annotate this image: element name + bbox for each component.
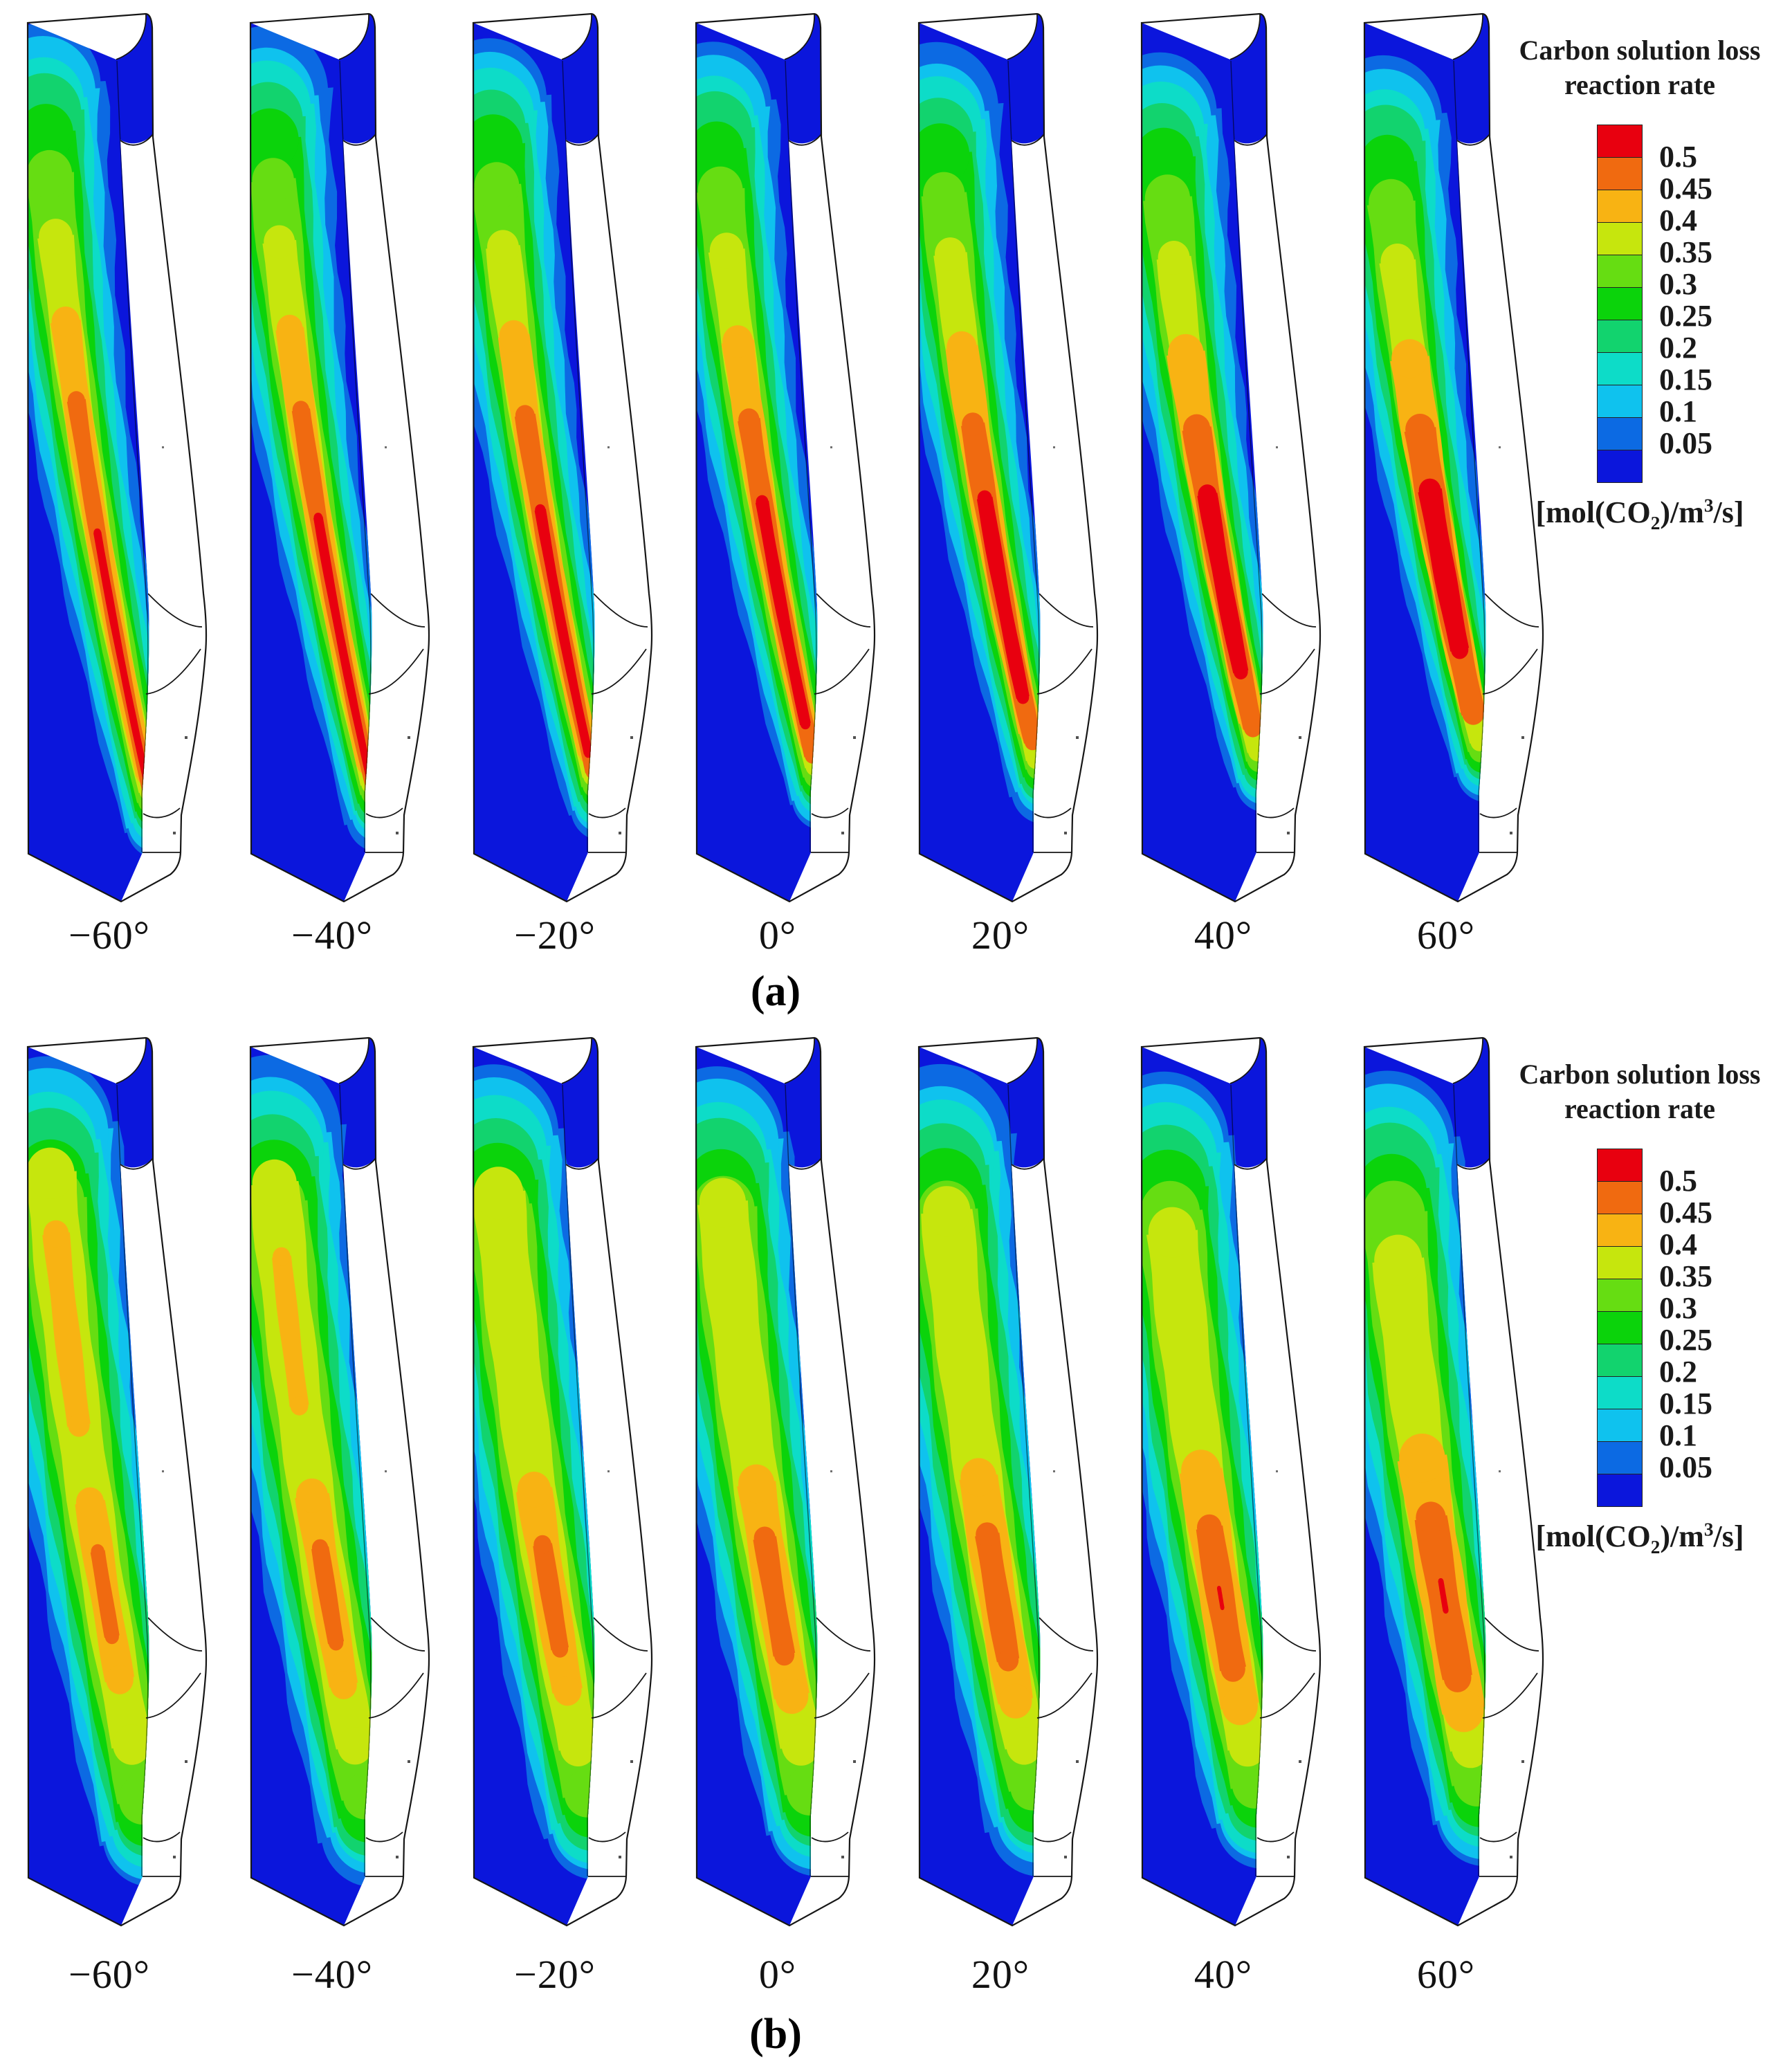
colorbar-tick-label: 0.1 [1659,394,1697,428]
contour-plot-a-60deg: 60° [1349,6,1572,1023]
colorbar-band [1597,157,1643,190]
colorbar-band [1597,1311,1643,1344]
angle-label: 0° [758,913,797,958]
legend-title-line2: reaction rate [1564,1093,1716,1124]
furnace-slice-svg [249,12,430,903]
colorbar-band [1597,1214,1643,1247]
contour-plot-a-−20deg: −20° [458,6,681,1023]
colorbar-band [1597,1474,1643,1507]
colorbar-tick-label: 0.45 [1659,172,1712,205]
colorbar-band [1597,320,1643,353]
colorbar-tick-label: 0.45 [1659,1196,1712,1229]
colorbar-band [1597,287,1643,320]
colorbar-tick-label: 0.35 [1659,235,1712,269]
furnace-slice-svg [26,1036,208,1927]
colorbar-tick-label: 0.05 [1659,426,1712,460]
angle-label: 20° [971,913,1030,958]
colorbar-band [1597,1246,1643,1279]
colorbar-legend-a: Carbon solution loss reaction rate 0.5 0.… [1488,6,1792,559]
colorbar-band [1597,1376,1643,1409]
colorbar-tick-label: 0.1 [1659,1418,1697,1452]
colorbar-band [1597,125,1643,158]
legend-title-line1: Carbon solution loss [1519,35,1761,66]
angle-label: −40° [291,913,373,958]
colorbar-band [1597,385,1643,418]
colorbar-tick-label: 0.15 [1659,1387,1712,1420]
angle-label: −40° [291,1952,373,1997]
contour-plot-b-20deg: 20° [904,1030,1126,2047]
colorbar-band [1597,1279,1643,1312]
legend-title-line2: reaction rate [1564,69,1716,100]
legend-unit: [mol(CO2)/m3/s] [1535,1519,1744,1557]
angle-label: −20° [514,1952,596,1997]
colorbar-tick-label: 0.2 [1659,331,1697,365]
angle-label: 40° [1194,1952,1253,1997]
colorbar-band [1597,1441,1643,1474]
colorbar-band [1597,417,1643,450]
colorbar-tick-label: 0.4 [1659,1227,1697,1261]
panel-caption-a: (a) [750,968,801,1015]
colorbar [1597,1149,1643,1507]
contour-plot-a-−40deg: −40° [235,6,458,1023]
angle-label: 60° [1416,1952,1476,1997]
angle-label: −60° [68,1952,150,1997]
contour-plot-b-40deg: 40° [1126,1030,1349,2047]
colorbar-tick-label: 0.2 [1659,1355,1697,1389]
legend-title: Carbon solution loss reaction rate [1488,33,1792,102]
contour-plot-b-−60deg: −60° [12,1030,235,2047]
furnace-slice-svg [26,12,208,903]
contour-plot-a-−60deg: −60° [12,6,235,1023]
furnace-slice-svg [1140,1036,1322,1927]
angle-label: 0° [758,1952,797,1997]
colorbar-band [1597,450,1643,483]
colorbar-tick-label: 0.4 [1659,203,1697,237]
colorbar-tick-label: 0.05 [1659,1450,1712,1484]
colorbar-tick-label: 0.35 [1659,1259,1712,1293]
furnace-slice-svg [472,1036,653,1927]
furnace-slice-svg [1140,12,1322,903]
panel-caption-b: (b) [749,2011,802,2058]
furnace-slice-svg [695,12,876,903]
angle-label: 20° [971,1952,1030,1997]
contour-plot-a-20deg: 20° [904,6,1126,1023]
colorbar-tick-label: 0.5 [1659,1164,1697,1198]
contour-plot-b-−20deg: −20° [458,1030,681,2047]
colorbar-band [1597,255,1643,288]
legend-title-line1: Carbon solution loss [1519,1059,1761,1090]
angle-label: −60° [68,913,150,958]
colorbar-tick-label: 0.25 [1659,299,1712,333]
colorbar-tick-label: 0.5 [1659,140,1697,174]
furnace-slice-svg [917,12,1099,903]
legend-unit: [mol(CO2)/m3/s] [1535,495,1744,533]
colorbar-band [1597,1149,1643,1182]
furnace-slice-svg [917,1036,1099,1927]
colorbar-legend-b: Carbon solution loss reaction rate 0.5 0.… [1488,1030,1792,1583]
angle-label: 60° [1416,913,1476,958]
contour-plot-a-40deg: 40° [1126,6,1349,1023]
legend-title: Carbon solution loss reaction rate [1488,1057,1792,1126]
colorbar-band [1597,1344,1643,1377]
colorbar [1597,125,1643,483]
furnace-slice-svg [695,1036,876,1927]
contour-plot-b-0deg: 0° [681,1030,904,2047]
colorbar-tick-label: 0.25 [1659,1323,1712,1357]
contour-plot-a-0deg: 0° [681,6,904,1023]
colorbar-band [1597,1181,1643,1214]
colorbar-band [1597,352,1643,385]
angle-label: 40° [1194,913,1253,958]
colorbar-band [1597,1409,1643,1442]
colorbar-tick-label: 0.3 [1659,267,1697,301]
angle-label: −20° [514,913,596,958]
colorbar-band [1597,190,1643,223]
colorbar-tick-label: 0.3 [1659,1291,1697,1325]
contour-plot-b-−40deg: −40° [235,1030,458,2047]
colorbar-band [1597,222,1643,255]
contour-plot-b-60deg: 60° [1349,1030,1572,2047]
furnace-slice-svg [249,1036,430,1927]
furnace-slice-svg [472,12,653,903]
colorbar-tick-label: 0.15 [1659,363,1712,396]
furnace-slice-svg [1363,12,1544,903]
furnace-slice-svg [1363,1036,1544,1927]
